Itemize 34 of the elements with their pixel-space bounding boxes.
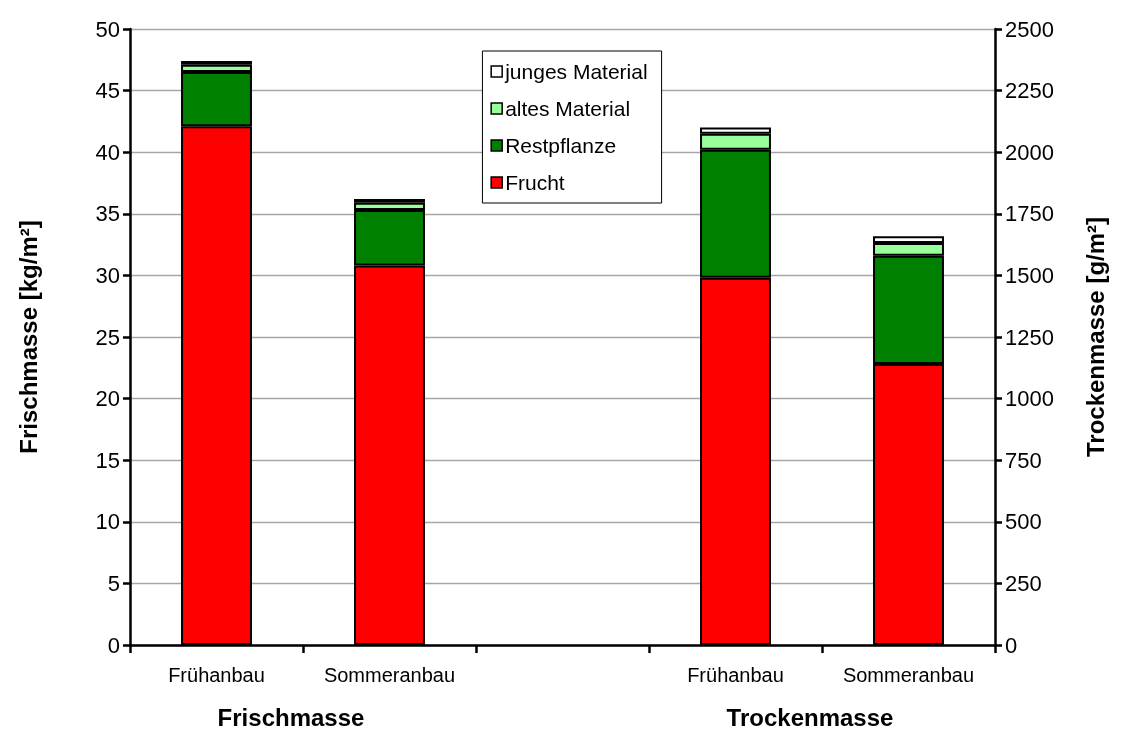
x-tick-label: Sommeranbau xyxy=(842,664,975,686)
legend-label: altes Material xyxy=(505,97,631,120)
y-tick-label: 35 xyxy=(95,201,120,227)
y2-tick-label: 1750 xyxy=(1005,201,1054,227)
y2-tick-label: 0 xyxy=(1005,632,1018,658)
y2-tick-label: 250 xyxy=(1005,570,1042,596)
x-tick-label: Sommeranbau xyxy=(323,664,456,686)
y-tick-label: 5 xyxy=(107,570,120,596)
y2-tick-label: 2250 xyxy=(1005,78,1054,104)
legend-label: Restpflanze xyxy=(505,134,617,157)
y-tick-label: 30 xyxy=(95,262,120,288)
legend-label: Frucht xyxy=(505,171,565,194)
legend-label: junges Material xyxy=(504,60,648,83)
y-axis-title: Frischmasse [kg/m²] xyxy=(14,220,42,454)
text: Frischmasse xyxy=(217,703,365,729)
y-tick-label: 50 xyxy=(95,16,120,42)
text: Trockenmasse xyxy=(726,703,894,729)
y-tick-label: 40 xyxy=(95,139,120,165)
y-tick-label: 15 xyxy=(95,447,120,473)
y2-tick-label: 500 xyxy=(1005,509,1042,535)
x-tick-label: Frühanbau xyxy=(168,664,265,686)
y-tick-label: 10 xyxy=(95,509,120,535)
y2-tick-label: 2500 xyxy=(1005,16,1054,42)
y-tick-label: 0 xyxy=(107,632,120,658)
y2-tick-label: 1000 xyxy=(1005,386,1054,412)
y2-tick-label: 1500 xyxy=(1005,262,1054,288)
x-tick-label: Frühanbau xyxy=(687,664,784,686)
y-tick-label: 25 xyxy=(95,324,120,350)
y-tick-label: 45 xyxy=(95,78,120,104)
y2-tick-label: 1250 xyxy=(1005,324,1054,350)
y2-tick-label: 750 xyxy=(1005,447,1042,473)
y2-tick-label: 2000 xyxy=(1005,139,1054,165)
y2-axis-title: Trockenmasse [g/m²] xyxy=(1081,216,1109,458)
y-tick-label: 20 xyxy=(95,386,120,412)
